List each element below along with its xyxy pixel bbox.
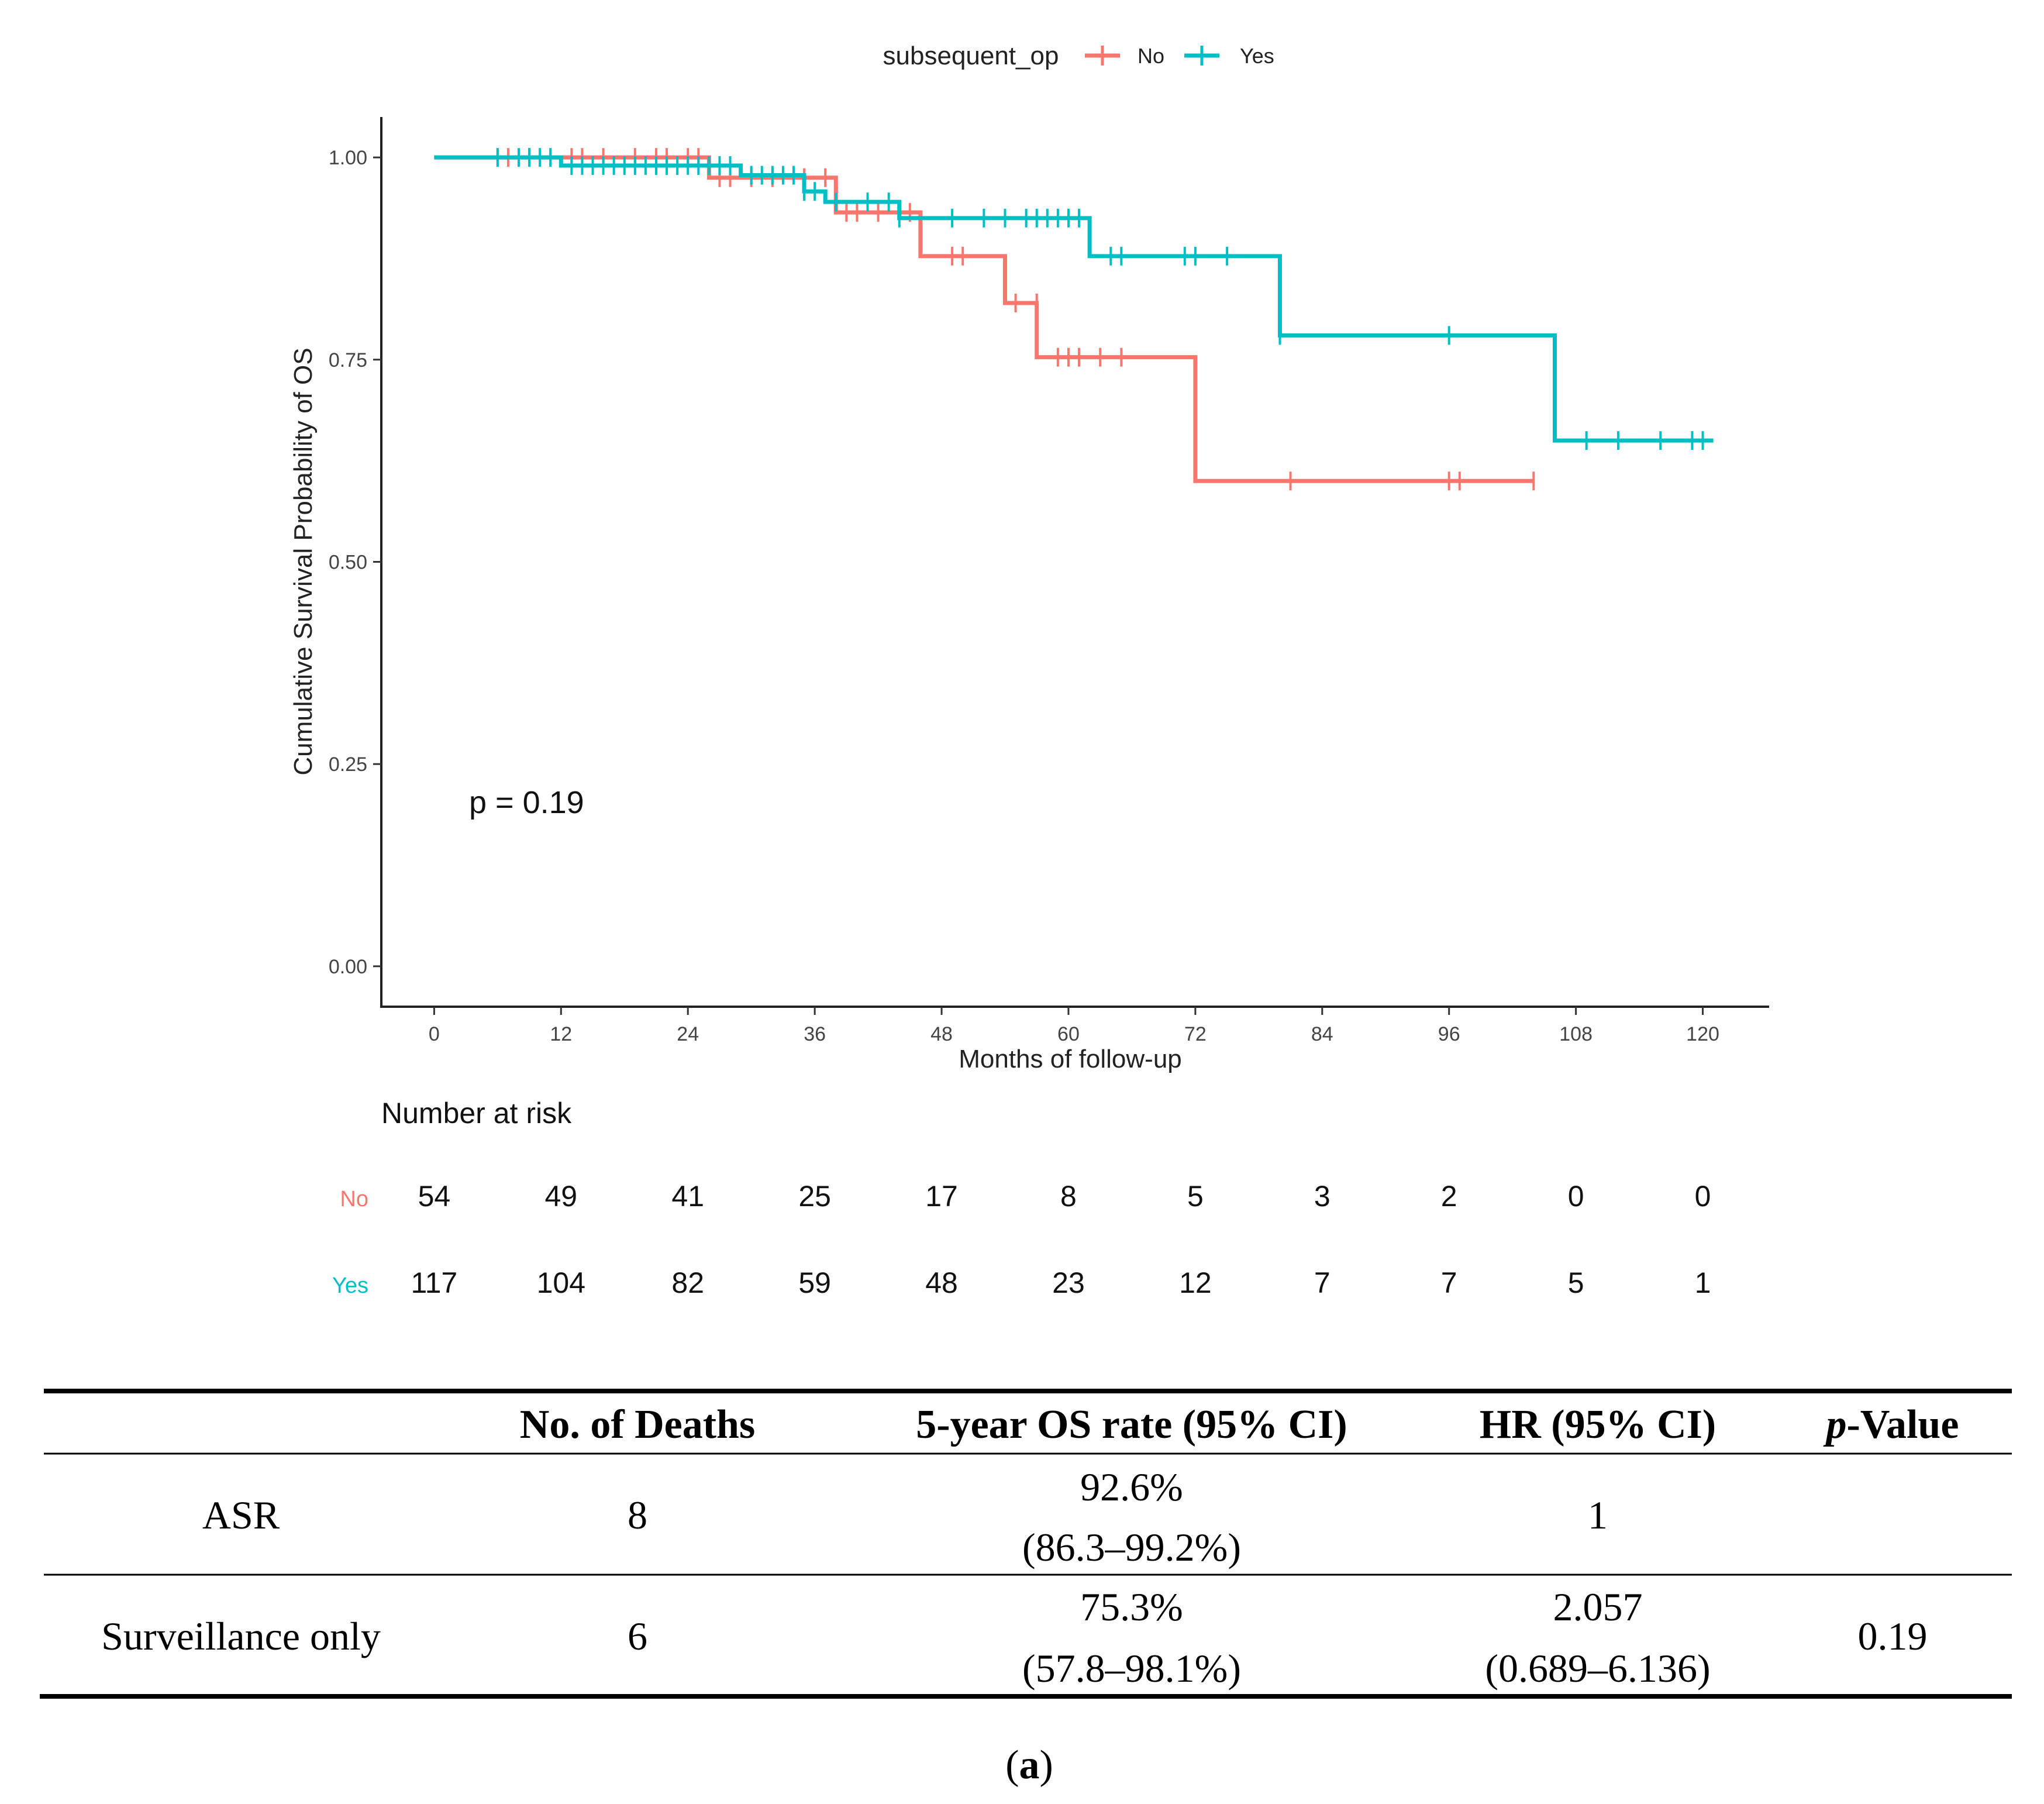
risk-value-yes: 7 — [1441, 1266, 1457, 1299]
risk-value-yes: 23 — [1052, 1266, 1085, 1299]
survival-curves — [434, 148, 1714, 491]
row-asr-os-ci: (86.3–99.2%) — [1022, 1525, 1241, 1569]
x-tick-label: 84 — [1311, 1023, 1333, 1045]
header-p-italic: p — [1824, 1402, 1847, 1447]
x-tick-label: 0 — [429, 1023, 440, 1045]
risk-value-yes: 48 — [925, 1266, 958, 1299]
figure-caption: (a) — [1005, 1743, 1053, 1788]
header-p-value: p-Value — [1824, 1402, 1959, 1447]
risk-value-no: 5 — [1187, 1180, 1204, 1213]
risk-value-no: 0 — [1568, 1180, 1584, 1213]
x-tick-label: 36 — [804, 1023, 826, 1045]
y-tick-label: 0.50 — [329, 552, 367, 574]
risk-table-title: Number at risk — [381, 1097, 572, 1130]
row-surveillance-os-rate: 75.3% — [1080, 1585, 1183, 1629]
risk-value-no: 0 — [1695, 1180, 1711, 1213]
legend-label-yes: Yes — [1240, 44, 1274, 68]
header-hr: HR (95% CI) — [1480, 1402, 1716, 1447]
x-tick-label: 12 — [550, 1023, 572, 1045]
caption-open: ( — [1005, 1743, 1019, 1788]
risk-value-no: 2 — [1441, 1180, 1457, 1213]
p-value-annotation: p = 0.19 — [469, 785, 584, 820]
row-surveillance-hr-ci: (0.689–6.136) — [1485, 1646, 1710, 1691]
risk-table-values: 54 49 41 25 17 8 5 3 2 0 0 117 104 82 59 48 23 12 7 7 5 1 — [411, 1180, 1711, 1299]
risk-value-no: 17 — [925, 1180, 958, 1213]
header-os-rate: 5-year OS rate (95% CI) — [916, 1402, 1347, 1447]
risk-row-label-yes: Yes — [332, 1273, 368, 1298]
row-asr-hr: 1 — [1588, 1493, 1608, 1537]
x-axis-label: Months of follow-up — [959, 1045, 1182, 1073]
row-asr-deaths: 8 — [628, 1493, 647, 1537]
risk-value-yes: 82 — [671, 1266, 704, 1299]
survival-curve-yes — [434, 155, 1714, 443]
row-surveillance-os-ci: (57.8–98.1%) — [1022, 1646, 1241, 1691]
y-axis-label: Cumulative Survival Probability of OS — [289, 347, 318, 775]
risk-value-no: 49 — [544, 1180, 577, 1213]
x-tick-label: 60 — [1057, 1023, 1080, 1045]
summary-table: No. of Deaths 5-year OS rate (95% CI) HR… — [40, 1389, 2012, 1699]
risk-value-yes: 104 — [537, 1266, 585, 1299]
row-surveillance-hr: 2.057 — [1553, 1585, 1643, 1629]
legend: subsequent_op No Yes — [883, 42, 1274, 70]
caption-close: ) — [1040, 1743, 1053, 1788]
risk-value-no: 54 — [418, 1180, 451, 1213]
risk-value-yes: 1 — [1695, 1266, 1711, 1299]
header-deaths: No. of Deaths — [520, 1402, 755, 1447]
row-surveillance-p: 0.19 — [1858, 1614, 1928, 1658]
y-tick-label: 0.75 — [329, 349, 367, 371]
risk-value-yes: 5 — [1568, 1266, 1584, 1299]
x-tick-label: 24 — [677, 1023, 699, 1045]
risk-value-yes: 117 — [411, 1266, 458, 1299]
risk-value-yes: 12 — [1179, 1266, 1212, 1299]
risk-value-no: 3 — [1314, 1180, 1331, 1213]
x-ticks: 0 12 24 36 48 60 72 84 96 108 120 — [429, 1007, 1719, 1045]
x-tick-label: 96 — [1438, 1023, 1460, 1045]
risk-value-yes: 59 — [798, 1266, 831, 1299]
x-tick-label: 108 — [1559, 1023, 1593, 1045]
risk-row-label-no: No — [340, 1187, 368, 1211]
legend-title: subsequent_op — [883, 42, 1059, 70]
risk-value-no: 25 — [798, 1180, 831, 1213]
caption-letter: a — [1019, 1743, 1040, 1788]
header-p-rest: -Value — [1847, 1402, 1959, 1447]
x-tick-label: 48 — [930, 1023, 953, 1045]
legend-label-no: No — [1138, 44, 1164, 68]
x-tick-label: 120 — [1686, 1023, 1719, 1045]
survival-curve-no — [434, 155, 1534, 483]
y-tick-label: 0.00 — [329, 956, 367, 978]
y-ticks: 0.00 0.25 0.50 0.75 1.00 — [329, 147, 381, 978]
row-surveillance-deaths: 6 — [628, 1614, 647, 1658]
x-tick-label: 72 — [1184, 1023, 1207, 1045]
row-asr-os-rate: 92.6% — [1080, 1465, 1183, 1509]
risk-value-yes: 7 — [1314, 1266, 1331, 1299]
row-surveillance-group: Surveillance only — [101, 1614, 381, 1658]
risk-value-no: 41 — [671, 1180, 704, 1213]
risk-value-no: 8 — [1060, 1180, 1077, 1213]
y-tick-label: 0.25 — [329, 753, 367, 776]
y-tick-label: 1.00 — [329, 147, 367, 169]
row-asr-group: ASR — [202, 1493, 280, 1537]
